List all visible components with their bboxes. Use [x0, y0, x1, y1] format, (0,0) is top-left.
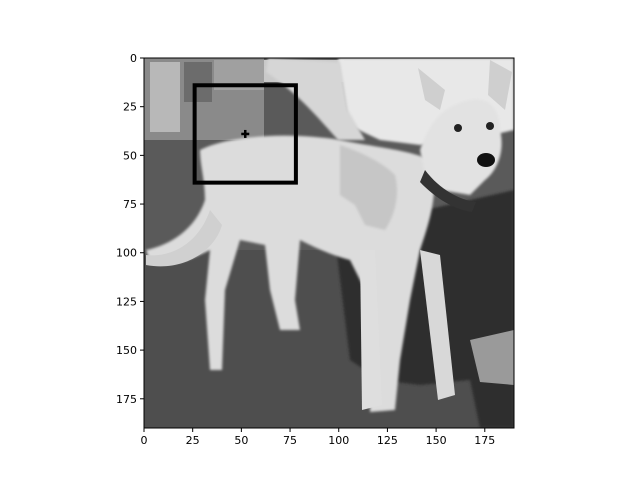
y-tick-label: 125 [116, 295, 137, 308]
x-tick-label: 150 [426, 434, 447, 447]
axes-frame [143, 57, 515, 429]
x-tick-label: 175 [474, 434, 495, 447]
point-marker-icon [241, 129, 250, 138]
y-tick-label: 50 [123, 149, 137, 162]
x-axis: 0 25 50 75 100 125 150 175 [141, 428, 495, 447]
dog-photo [144, 58, 514, 428]
y-tick-label: 25 [123, 101, 137, 114]
bounding-box [192, 83, 298, 185]
y-tick-label: 75 [123, 198, 137, 211]
x-tick-label: 0 [141, 434, 148, 447]
x-tick-label: 125 [377, 434, 398, 447]
y-tick-label: 175 [116, 393, 137, 406]
x-tick-label: 100 [328, 434, 349, 447]
x-tick-label: 50 [234, 434, 248, 447]
y-tick-label: 150 [116, 344, 137, 357]
x-tick-label: 25 [186, 434, 200, 447]
y-axis: 0 25 50 75 100 125 150 175 [116, 52, 144, 406]
y-tick-label: 100 [116, 247, 137, 260]
y-tick-label: 0 [130, 52, 137, 65]
x-tick-label: 75 [283, 434, 297, 447]
